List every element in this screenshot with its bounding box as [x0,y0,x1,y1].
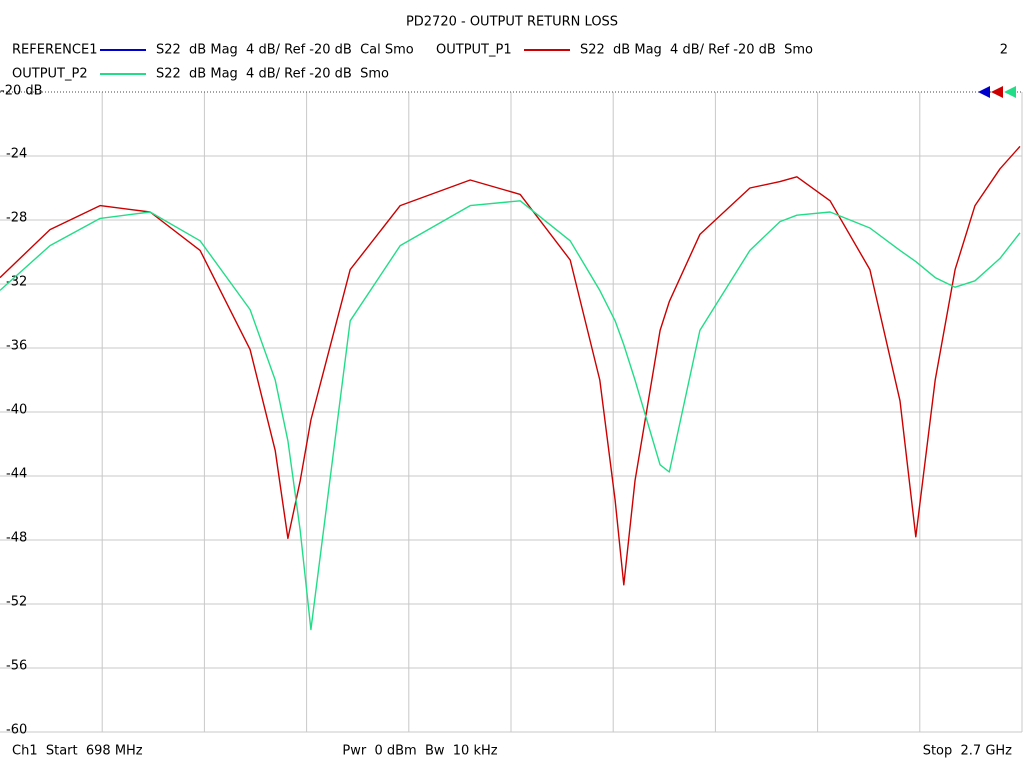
y-tick-label: -24 [6,147,27,162]
chart-title: PD2720 - OUTPUT RETURN LOSS [406,15,618,30]
footer-power: Pwr 0 dBm Bw 10 kHz [342,744,497,759]
reference-marker [1004,86,1016,98]
trace-line [0,200,1021,631]
footer-stop: Stop 2.7 GHz [923,744,1012,759]
reference-marker [978,86,990,98]
y-tick-label: -44 [6,467,27,482]
legend-label: REFERENCE1 [12,43,97,58]
legend-description: S22 dB Mag 4 dB/ Ref -20 dB Smo [580,43,813,58]
footer-start: Ch1 Start 698 MHz [12,744,143,759]
y-tick-label: -56 [6,659,27,674]
legend-description: S22 dB Mag 4 dB/ Ref -20 dB Cal Smo [156,43,414,58]
y-tick-label: -40 [6,403,27,418]
channel-number: 2 [1000,43,1008,58]
y-tick-label: -60 [6,723,27,738]
y-tick-label: -28 [6,211,27,226]
legend-label: OUTPUT_P1 [436,43,512,58]
trace-line [0,145,1021,586]
y-tick-label: -20 dB [0,84,43,99]
y-tick-label: -36 [6,339,27,354]
y-tick-label: -32 [6,275,27,290]
legend-description: S22 dB Mag 4 dB/ Ref -20 dB Smo [156,67,389,82]
y-tick-label: -52 [6,595,27,610]
y-tick-label: -48 [6,531,27,546]
legend-label: OUTPUT_P2 [12,67,88,82]
reference-marker [991,86,1003,98]
